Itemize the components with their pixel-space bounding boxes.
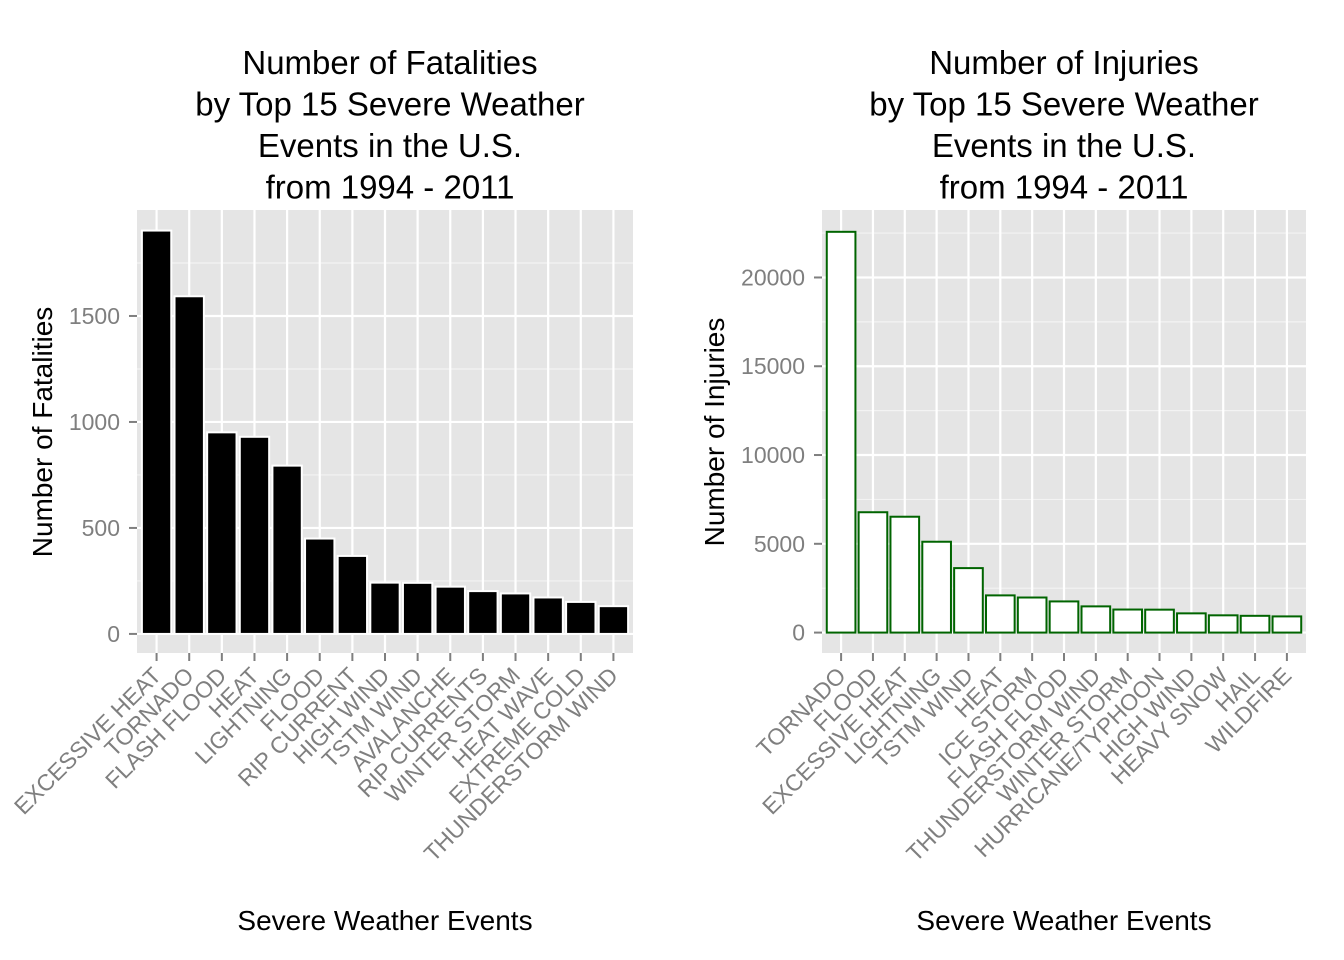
y-tick-label: 1000	[69, 409, 120, 435]
bar	[1239, 614, 1271, 634]
bar	[857, 511, 889, 634]
bar	[921, 540, 952, 634]
bar	[369, 581, 401, 635]
chart-title-line: Number of Fatalities	[242, 44, 537, 81]
bar	[1144, 608, 1175, 634]
y-tick-label: 20000	[741, 264, 805, 290]
y-axis-title: Number of Fatalities	[27, 307, 58, 558]
bar	[825, 230, 857, 634]
y-tick-label: 15000	[741, 353, 805, 379]
bar	[238, 435, 271, 635]
bar	[1080, 605, 1112, 634]
bar	[1016, 596, 1048, 634]
y-tick-label: 500	[82, 515, 120, 541]
chart-title: Number of Injuries by Top 15 Severe Weath…	[869, 44, 1259, 206]
bar	[499, 592, 532, 635]
bar	[1271, 615, 1303, 634]
chart-title-line: Events in the U.S.	[932, 127, 1196, 164]
bar	[336, 554, 369, 635]
chart-title-line: Number of Injuries	[929, 44, 1199, 81]
bar	[1207, 614, 1239, 634]
bar	[434, 585, 466, 635]
bar	[1048, 600, 1080, 634]
x-axis-title: Severe Weather Events	[237, 905, 532, 936]
bar	[984, 594, 1016, 634]
bar	[889, 515, 921, 634]
bar	[271, 464, 303, 635]
bar	[565, 600, 597, 635]
bar	[1112, 608, 1144, 634]
y-tick-label: 0	[107, 621, 120, 647]
fatalities-chart: Number of Fatalities by Top 15 Severe Wea…	[9, 44, 633, 936]
injuries-chart: Number of Injuries by Top 15 Severe Weath…	[699, 44, 1306, 936]
y-tick-label: 5000	[754, 531, 805, 557]
bar	[206, 431, 238, 635]
bar	[304, 537, 336, 635]
y-tick-label: 10000	[741, 442, 805, 468]
bar	[173, 295, 205, 635]
bar	[1176, 612, 1207, 634]
chart-title-line: by Top 15 Severe Weather	[195, 86, 585, 123]
bar	[467, 590, 499, 635]
x-axis-title: Severe Weather Events	[916, 905, 1211, 936]
bar	[597, 605, 630, 635]
bar	[953, 567, 984, 634]
y-tick-label: 1500	[69, 303, 120, 329]
bar	[140, 229, 173, 635]
y-tick-label: 0	[792, 620, 805, 646]
bar	[532, 596, 564, 635]
chart-title-line: by Top 15 Severe Weather	[869, 86, 1259, 123]
chart-title-line: from 1994 - 2011	[940, 169, 1189, 206]
chart-title-line: Events in the U.S.	[258, 127, 522, 164]
bar	[401, 581, 434, 635]
chart-title-line: from 1994 - 2011	[266, 169, 515, 206]
chart-title: Number of Fatalities by Top 15 Severe Wea…	[195, 44, 585, 206]
y-axis-title: Number of Injuries	[699, 318, 730, 547]
